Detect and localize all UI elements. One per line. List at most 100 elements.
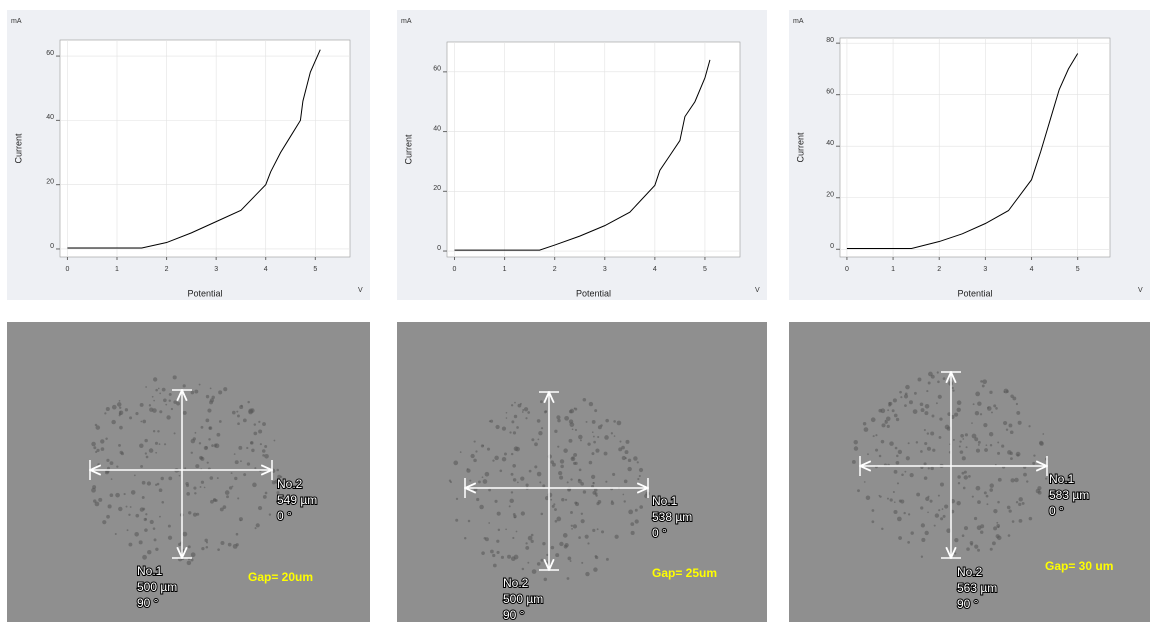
speck: [639, 505, 643, 509]
x-axis-label: Potential: [576, 288, 611, 298]
speck: [517, 403, 522, 408]
speck: [570, 524, 573, 527]
x-tick-label: 0: [453, 266, 457, 273]
speck: [989, 483, 994, 488]
speck: [210, 499, 214, 504]
speck: [580, 512, 584, 515]
measure-label: No.2: [277, 477, 303, 491]
speck: [939, 417, 943, 421]
speck: [630, 522, 635, 526]
speck: [903, 511, 906, 515]
y-tick-label: 20: [826, 192, 834, 199]
y-tick-label: 40: [46, 114, 54, 121]
speck: [1003, 388, 1009, 394]
speck: [488, 488, 492, 492]
speck: [273, 439, 276, 442]
speck: [571, 456, 575, 460]
speck: [173, 432, 176, 435]
speck: [521, 411, 524, 413]
speck: [512, 431, 517, 435]
speck: [119, 450, 124, 455]
speck: [261, 449, 266, 453]
speck: [634, 519, 639, 524]
speck: [517, 481, 519, 484]
chart-panel: 0 1 2 3 4 5 0 20 40 60 mA Current Potential V: [7, 10, 370, 300]
speck: [555, 553, 560, 558]
speck: [100, 447, 105, 451]
speck: [264, 453, 269, 459]
speck: [961, 471, 965, 475]
speck: [455, 518, 459, 522]
speck: [988, 432, 994, 437]
speck: [520, 511, 526, 516]
speck: [899, 390, 902, 394]
speck: [1011, 520, 1015, 523]
speck: [160, 476, 164, 481]
speck: [971, 433, 977, 439]
measure-label: 549 µm: [277, 493, 317, 507]
speck: [595, 448, 600, 453]
speck: [1012, 396, 1017, 401]
speck: [546, 553, 549, 557]
speck: [980, 380, 983, 383]
speck: [109, 493, 114, 498]
speck: [513, 554, 519, 560]
speck: [989, 488, 994, 492]
speck: [857, 489, 860, 493]
speck: [996, 524, 1001, 528]
speck: [200, 425, 204, 429]
speck: [879, 495, 882, 498]
speck: [989, 444, 993, 447]
speck: [552, 462, 556, 467]
speck: [926, 446, 931, 451]
micrograph: No.1 583 µm 0 ° No.2 563 µm 90 ° Gap= 30 um: [789, 322, 1150, 622]
speck: [966, 547, 970, 551]
unit-label: mA: [401, 18, 412, 25]
x-tick-label: 5: [703, 266, 707, 273]
speck: [884, 420, 888, 424]
speck: [510, 404, 514, 407]
speck: [134, 532, 139, 537]
speck: [550, 545, 555, 550]
speck: [614, 534, 619, 539]
chart-panel: 0 1 2 3 4 5 0 20 40 60 mA Current Potential V: [397, 10, 767, 300]
speck: [564, 498, 568, 501]
speck: [1018, 519, 1023, 523]
speck: [155, 483, 158, 487]
speck: [223, 387, 228, 392]
speck: [100, 439, 105, 444]
speck: [144, 518, 147, 521]
plot-area: [59, 39, 351, 258]
speck: [489, 419, 494, 423]
speck: [896, 516, 902, 522]
speck: [991, 541, 996, 546]
speck: [91, 487, 96, 493]
speck: [974, 437, 979, 442]
speck: [135, 412, 139, 416]
speck: [1021, 501, 1025, 505]
speck: [126, 529, 129, 532]
speck: [167, 535, 173, 540]
x-tick-label: 5: [1076, 266, 1080, 273]
speck: [974, 411, 980, 416]
speck: [863, 427, 869, 432]
speck: [159, 392, 162, 395]
speck: [515, 530, 518, 533]
x-tick-label: 0: [65, 266, 69, 273]
speck: [482, 479, 488, 484]
speck: [141, 480, 146, 485]
speck: [255, 523, 260, 528]
speck: [453, 460, 459, 466]
speck: [129, 416, 133, 420]
speck: [203, 486, 206, 489]
speck: [867, 453, 869, 456]
speck: [551, 504, 555, 508]
speck: [543, 577, 548, 582]
speck: [168, 476, 173, 481]
speck: [997, 500, 1000, 504]
speck: [977, 500, 981, 505]
speck: [912, 409, 918, 414]
speck: [924, 411, 929, 416]
speck: [124, 408, 129, 412]
speck: [926, 432, 930, 435]
